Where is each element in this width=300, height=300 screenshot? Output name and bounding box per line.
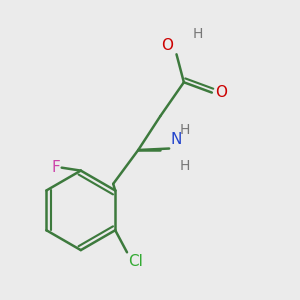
Text: H: H — [179, 123, 190, 137]
Text: O: O — [162, 38, 174, 53]
Text: Cl: Cl — [128, 254, 143, 269]
Text: F: F — [51, 160, 60, 175]
Text: H: H — [193, 27, 203, 41]
Text: O: O — [215, 85, 227, 100]
Text: H: H — [179, 159, 190, 173]
Text: N: N — [171, 132, 182, 147]
